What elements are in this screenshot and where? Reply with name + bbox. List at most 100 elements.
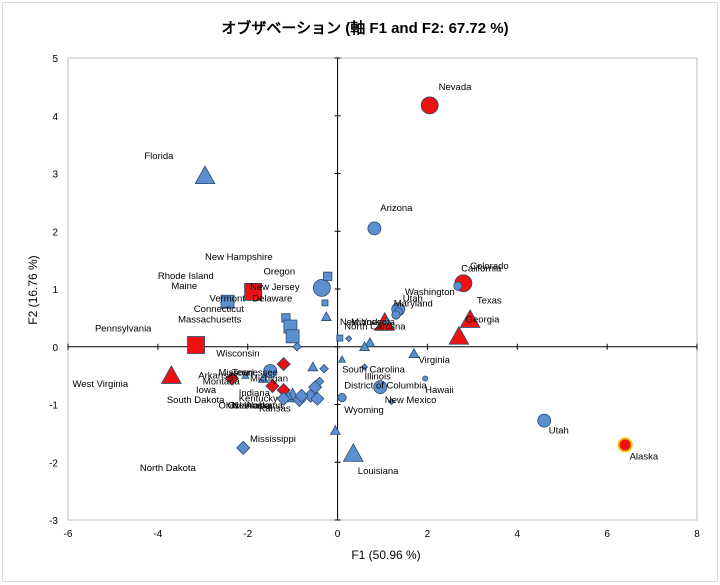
point-pennsylvania-square — [187, 336, 205, 354]
axis-ticks: -6 -4 -2 0 2 4 6 8 -3 -2 -1 0 1 2 3 4 5 — [49, 54, 700, 540]
point-oregon-square — [323, 271, 333, 281]
point-west-virginia-triangle — [241, 371, 250, 379]
point-wisconsin-diamond — [276, 357, 291, 372]
point-label: Florida — [144, 151, 174, 162]
point-unlabeled-diamond — [319, 363, 329, 374]
y-tick-label: -1 — [49, 401, 58, 412]
point-label: Oklahoma — [227, 401, 271, 412]
point-arkansas-diamond — [224, 371, 240, 386]
point-label: New Mexico — [385, 395, 437, 406]
point-label: Montana — [203, 376, 241, 387]
point-virginia-triangle — [408, 348, 420, 358]
x-tick-label: 2 — [425, 529, 431, 540]
point-mississippi-diamond — [236, 440, 251, 455]
y-tick-label: -3 — [49, 516, 58, 527]
point-unlabeled-triangle — [307, 361, 319, 372]
point-new-hampshire-circle — [312, 278, 331, 297]
y-tick-label: 3 — [52, 170, 58, 181]
point-label: Wisconsin — [216, 349, 259, 360]
point-kentucky-diamond — [276, 391, 291, 406]
point-florida-triangle — [194, 165, 216, 185]
point-texas-triangle — [459, 309, 481, 328]
point-label: Arizona — [380, 203, 413, 214]
point-label: Nevada — [439, 82, 472, 93]
point-label: Illinois — [365, 372, 392, 383]
point-label: North Dakota — [140, 463, 197, 474]
point-label: Utah — [403, 294, 423, 305]
y-tick-label: 1 — [52, 285, 58, 296]
point-label: Indiana — [239, 388, 271, 399]
point-labels: Nevada Florida Arizona New Hampshire Oregon R… — [72, 82, 658, 477]
point-missouri-circle — [263, 364, 278, 378]
point-label: Kentucky — [239, 394, 278, 405]
x-tick-label: -4 — [153, 529, 162, 540]
x-tick-label: 4 — [515, 529, 521, 540]
y-tick-label: 5 — [52, 54, 58, 65]
point-arizona-circle — [367, 221, 382, 236]
point-label: Maine — [171, 281, 197, 292]
point-north-carolina-triangle — [364, 337, 376, 347]
point-district-of-columbia-circle — [373, 380, 388, 395]
point-label: Louisiana — [358, 466, 399, 477]
point-label: New Jersey — [250, 282, 300, 293]
point-new-mexico-diamond — [387, 398, 396, 406]
point-rhode-island-square — [244, 282, 263, 301]
point-alabama-diamond — [310, 391, 325, 406]
point-maine-square — [220, 294, 235, 309]
point-label: New York — [340, 317, 380, 328]
point-label: South Dakota — [167, 395, 225, 406]
point-label: Alabama — [245, 401, 283, 412]
plot-border — [67, 57, 698, 521]
point-minnesota-triangle — [382, 316, 392, 324]
point-unlabeled-diamond — [292, 341, 302, 352]
point-unlabeled-triangle — [329, 424, 341, 435]
point-hawaii-circle — [422, 375, 429, 382]
point-label: Tennessee — [232, 368, 278, 379]
point-label: District of Columbia — [344, 380, 427, 391]
point-alaska-circle — [617, 437, 633, 453]
point-montana-triangle — [257, 372, 269, 383]
point-label: Massachusetts — [178, 314, 242, 325]
point-label: Nebraska — [232, 401, 273, 412]
point-label: South Carolina — [342, 365, 406, 376]
y-tick-label: 2 — [52, 227, 58, 238]
x-tick-label: 6 — [604, 529, 610, 540]
point-label: California — [461, 264, 502, 275]
point-unlabeled-triangle — [359, 341, 371, 352]
point-label: West Virginia — [72, 379, 128, 390]
point-label: Mississippi — [250, 434, 296, 445]
y-axis-label: F2 (16.76 %) — [26, 255, 40, 324]
point-north-dakota-triangle — [160, 365, 182, 384]
point-label: Alaska — [630, 451, 659, 462]
point-label: Minnesota — [351, 317, 396, 328]
point-illinois-diamond — [360, 363, 369, 371]
point-massachusetts-square — [285, 329, 300, 344]
point-label: Kansas — [259, 403, 291, 414]
point-label: Texas — [477, 295, 502, 306]
point-maryland-circle — [391, 310, 401, 320]
point-georgia-triangle — [448, 325, 470, 345]
point-label: Rhode Island — [158, 271, 214, 282]
point-tennessee-diamond — [265, 378, 280, 394]
point-label: Wyoming — [344, 405, 384, 416]
point-oklahoma-diamond — [294, 388, 309, 403]
y-tick-label: 4 — [52, 112, 58, 123]
point-label: Ohio — [219, 401, 239, 412]
point-label: Connecticut — [194, 304, 245, 315]
x-tick-label: -6 — [64, 529, 73, 540]
point-label: Pennsylvania — [95, 324, 152, 335]
point-louisiana-triangle — [342, 442, 364, 462]
point-label: Michigan — [250, 373, 288, 384]
plot-area — [67, 57, 698, 521]
point-new-jersey-square — [321, 299, 329, 307]
point-label: Iowa — [196, 385, 217, 396]
point-unlabeled-diamond — [345, 335, 353, 343]
chart-title: オブザベーション (軸 F1 and F2: 67.72 %) — [221, 19, 508, 37]
point-label: Washington — [405, 287, 455, 298]
point-california-circle — [453, 281, 463, 291]
x-tick-label: 0 — [335, 529, 341, 540]
point-label: Virginia — [418, 355, 450, 366]
point-label: North Carolina — [344, 321, 406, 332]
point-delaware-triangle — [320, 311, 332, 321]
scatter-chart: オブザベーション (軸 F1 and F2: 67.72 %) -6 -4 -2 0 2… — [26, 19, 700, 562]
